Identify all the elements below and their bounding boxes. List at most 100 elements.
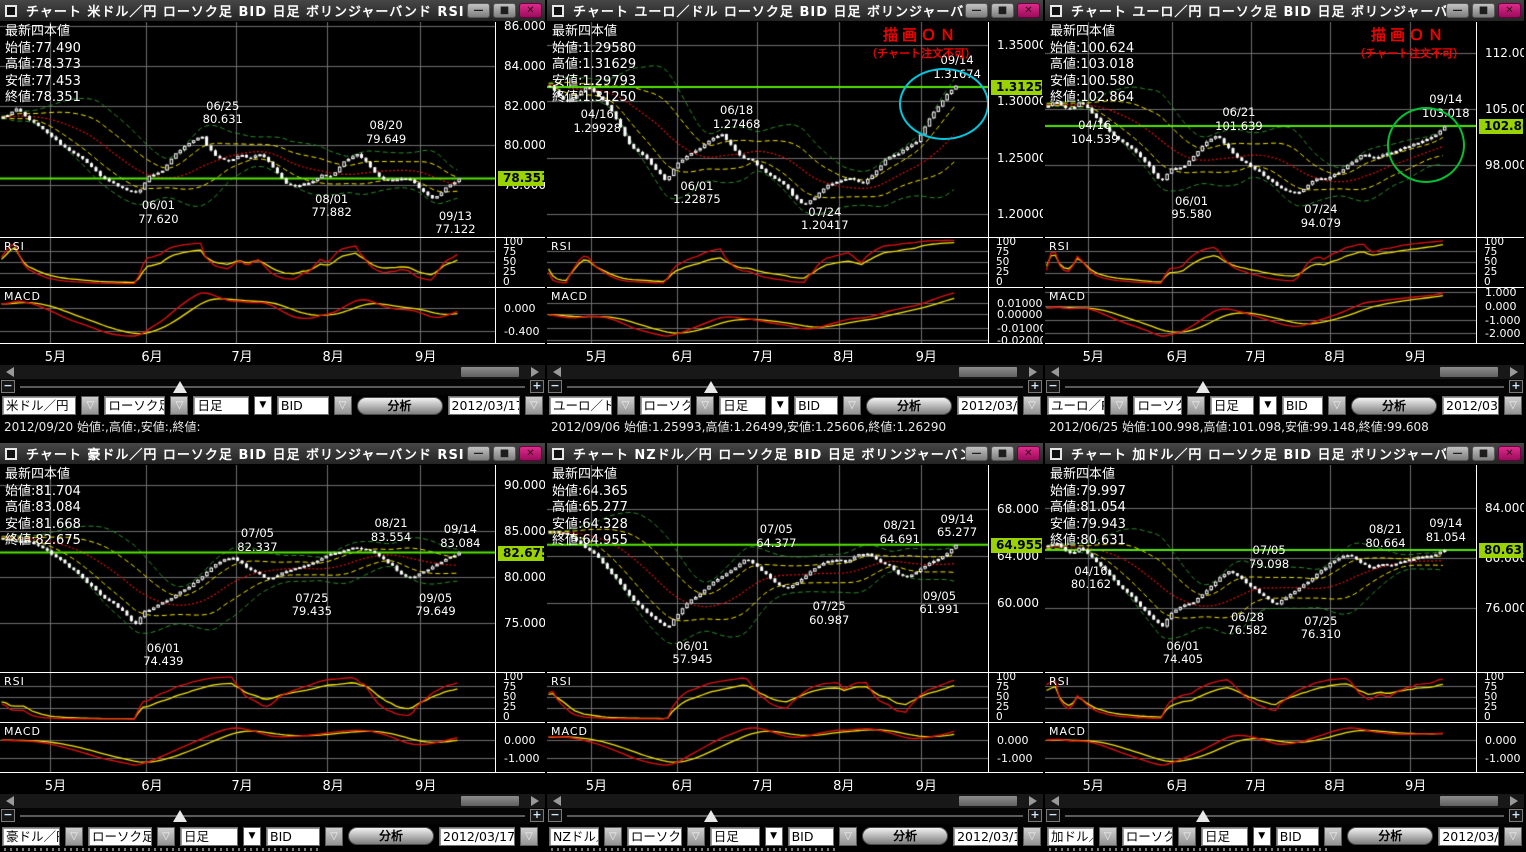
pair-select-dropdown-icon[interactable]: ▽: [1098, 826, 1117, 846]
maximize-button[interactable]: ■: [991, 446, 1014, 461]
date-dropdown-icon[interactable]: ▽: [525, 396, 543, 415]
chart-type-dropdown-icon[interactable]: ▽: [686, 826, 705, 846]
close-button[interactable]: ✕: [1498, 3, 1521, 18]
zoom-slider[interactable]: − +: [0, 808, 545, 824]
date-dropdown-icon[interactable]: ▽: [1023, 826, 1042, 846]
timeframe-select[interactable]: 日足: [193, 396, 249, 415]
timeframe-dropdown-icon[interactable]: ▼: [764, 826, 783, 846]
pair-select-dropdown-icon[interactable]: ▽: [81, 396, 100, 415]
scroll-right-arrow-icon[interactable]: [1510, 367, 1518, 377]
chart-type-select[interactable]: ローソク足: [88, 826, 152, 846]
scrollbar-thumb[interactable]: [1440, 796, 1498, 806]
date-dropdown-icon[interactable]: ▽: [520, 826, 538, 846]
price-side-dropdown-icon[interactable]: ▽: [1324, 826, 1343, 846]
zoom-in-button[interactable]: +: [1028, 809, 1042, 822]
pair-select[interactable]: NZドル／F: [549, 826, 599, 846]
zoom-slider-thumb[interactable]: [703, 810, 718, 822]
window-titlebar[interactable]: チャート ユーロ／ドル ローソク足 BID 日足 ボリンジャーバンド RSI M…: [547, 0, 1043, 22]
chart-type-select[interactable]: ローソク足: [626, 826, 682, 846]
close-button[interactable]: ✕: [519, 446, 542, 461]
pair-select-dropdown-icon[interactable]: ▽: [616, 396, 635, 415]
close-button[interactable]: ✕: [1017, 446, 1040, 461]
zoom-out-button[interactable]: −: [548, 809, 562, 822]
date-dropdown-icon[interactable]: ▽: [1023, 396, 1041, 415]
chart-type-select[interactable]: ローソク足: [1133, 396, 1182, 415]
scroll-left-arrow-icon[interactable]: [6, 367, 14, 377]
scroll-left-arrow-icon[interactable]: [1051, 796, 1059, 806]
analysis-button[interactable]: 分析: [1347, 827, 1434, 845]
price-side-dropdown-icon[interactable]: ▽: [839, 826, 858, 846]
scrollbar-thumb[interactable]: [461, 796, 519, 806]
minimize-button[interactable]: —: [467, 446, 490, 461]
timeframe-select[interactable]: 日足: [1209, 396, 1254, 415]
chart-scrollbar[interactable]: [1045, 364, 1524, 379]
price-side-dropdown-icon[interactable]: ▽: [1328, 396, 1346, 415]
zoom-in-button[interactable]: +: [530, 809, 544, 822]
date-dropdown-icon[interactable]: ▽: [1504, 396, 1522, 415]
chart-scrollbar[interactable]: [547, 364, 1043, 379]
window-titlebar[interactable]: チャート NZドル／円 ローソク足 BID 日足 ボリンジャーバンド RSI M…: [547, 443, 1043, 465]
zoom-slider-thumb[interactable]: [1196, 810, 1211, 822]
price-side-dropdown-icon[interactable]: ▽: [325, 826, 343, 846]
price-side-select[interactable]: BID: [1281, 396, 1323, 415]
pair-select-dropdown-icon[interactable]: ▽: [603, 826, 622, 846]
chart-scrollbar[interactable]: [0, 793, 545, 808]
timeframe-dropdown-icon[interactable]: ▼: [253, 396, 272, 415]
chart-scrollbar[interactable]: [547, 793, 1043, 808]
zoom-slider-track[interactable]: [1065, 815, 1504, 817]
close-button[interactable]: ✕: [1498, 446, 1521, 461]
pair-select-dropdown-icon[interactable]: ▽: [1110, 396, 1129, 415]
zoom-slider-thumb[interactable]: [172, 381, 187, 393]
chart-scrollbar[interactable]: [0, 364, 545, 379]
pair-select[interactable]: 米ドル／円: [2, 396, 77, 415]
chart-scrollbar[interactable]: [1045, 793, 1524, 808]
zoom-in-button[interactable]: +: [1509, 380, 1523, 393]
minimize-button[interactable]: —: [965, 3, 988, 18]
pair-select[interactable]: 豪ドル／円: [2, 826, 60, 846]
analysis-button[interactable]: 分析: [356, 396, 443, 415]
maximize-button[interactable]: ■: [493, 446, 516, 461]
zoom-slider[interactable]: − +: [547, 379, 1043, 395]
zoom-out-button[interactable]: −: [1, 380, 15, 393]
pair-select[interactable]: 加ドル／F: [1047, 826, 1094, 846]
scroll-right-arrow-icon[interactable]: [531, 796, 539, 806]
zoom-slider[interactable]: − +: [0, 379, 545, 395]
scroll-left-arrow-icon[interactable]: [553, 796, 561, 806]
window-titlebar[interactable]: チャート 豪ドル／円 ローソク足 BID 日足 ボリンジャーバンド RSI MA…: [0, 443, 545, 465]
timeframe-dropdown-icon[interactable]: ▼: [1252, 826, 1271, 846]
chart-type-select[interactable]: ローソク足: [639, 396, 692, 415]
zoom-slider-thumb[interactable]: [703, 381, 718, 393]
scrollbar-thumb[interactable]: [959, 367, 1017, 377]
chart-type-dropdown-icon[interactable]: ▽: [696, 396, 715, 415]
chart-type-dropdown-icon[interactable]: ▽: [170, 396, 189, 415]
timeframe-select[interactable]: 日足: [1201, 826, 1248, 846]
zoom-slider-thumb[interactable]: [1196, 381, 1211, 393]
zoom-out-button[interactable]: −: [548, 380, 562, 393]
close-button[interactable]: ✕: [1017, 3, 1040, 18]
chart-type-select[interactable]: ローソク足: [1121, 826, 1174, 846]
price-side-select[interactable]: BID: [276, 396, 329, 415]
price-side-select[interactable]: BID: [787, 826, 835, 846]
minimize-button[interactable]: —: [467, 3, 490, 18]
analysis-button[interactable]: 分析: [862, 827, 949, 845]
timeframe-select[interactable]: 日足: [709, 826, 760, 846]
main-chart-canvas[interactable]: [1045, 465, 1476, 672]
scroll-left-arrow-icon[interactable]: [553, 367, 561, 377]
date-select[interactable]: 2012/03/17: [1442, 396, 1499, 415]
zoom-in-button[interactable]: +: [1028, 380, 1042, 393]
timeframe-dropdown-icon[interactable]: ▼: [243, 826, 261, 846]
pair-select[interactable]: ユーロ／P: [1047, 396, 1106, 415]
zoom-slider-track[interactable]: [20, 815, 525, 817]
scrollbar-thumb[interactable]: [959, 796, 1017, 806]
zoom-slider-track[interactable]: [567, 386, 1023, 388]
zoom-slider-track[interactable]: [20, 386, 525, 388]
close-button[interactable]: ✕: [519, 3, 542, 18]
analysis-button[interactable]: 分析: [348, 827, 434, 845]
chart-type-dropdown-icon[interactable]: ▽: [157, 826, 175, 846]
date-dropdown-icon[interactable]: ▽: [1504, 826, 1522, 846]
main-chart-canvas[interactable]: [0, 22, 495, 237]
analysis-button[interactable]: 分析: [866, 396, 952, 415]
scroll-right-arrow-icon[interactable]: [531, 367, 539, 377]
price-side-select[interactable]: BID: [266, 826, 320, 846]
zoom-slider-track[interactable]: [1065, 386, 1504, 388]
